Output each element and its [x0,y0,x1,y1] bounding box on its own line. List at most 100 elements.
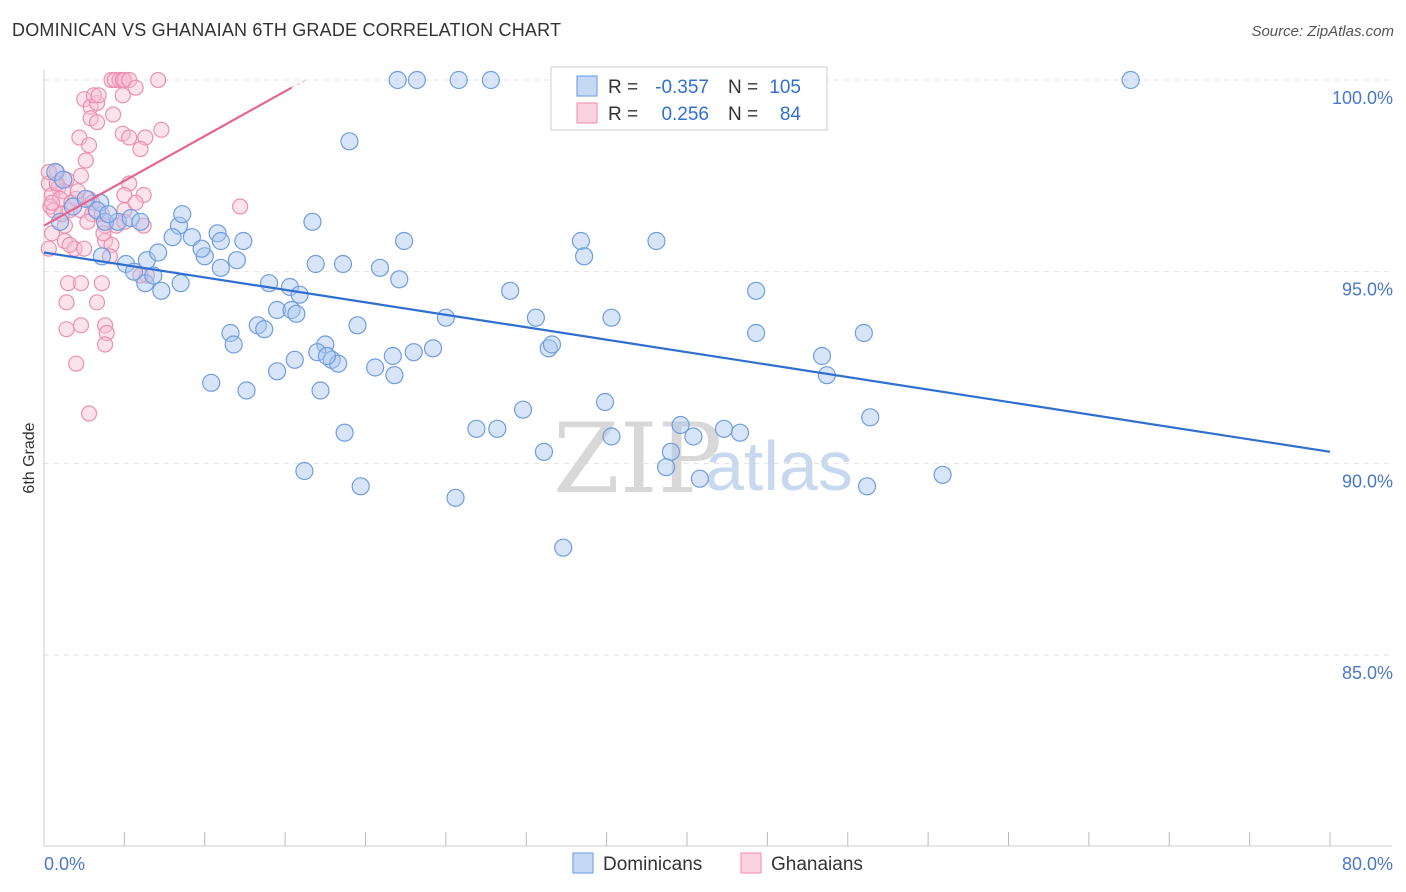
data-point-dominican [446,488,465,507]
series-legend-label-dominicans: Dominicans [603,854,702,875]
data-point-dominican [348,316,367,335]
data-point-ghanaian [72,317,90,334]
data-point-ghanaian [121,129,138,146]
data-point-dominican [812,346,832,366]
data-point-ghanaian [77,152,94,169]
data-point-dominican [730,423,750,442]
data-point-ghanaian [61,236,78,253]
data-point-ghanaian [88,294,106,311]
y-tick-label: 100.0% [1332,88,1393,108]
trendline-ghanaians [43,86,293,227]
data-point-ghanaian [90,87,107,104]
data-point-dominican [54,170,73,189]
data-point-ghanaian [135,217,152,234]
data-point-dominican [224,335,243,354]
data-point-dominican [267,362,287,381]
data-point-dominican [449,70,468,90]
data-point-ghanaian [40,163,57,181]
data-point-dominican [333,254,353,274]
data-point-dominican [394,231,414,251]
data-point-dominican [481,70,500,90]
data-point-ghanaian [96,336,114,353]
data-point-dominican [317,346,337,366]
data-point-dominican [747,281,766,300]
data-point-dominican [335,423,354,442]
legend-n-value-1: 105 [769,77,801,98]
data-point-dominican [657,458,676,477]
data-point-dominican [287,304,306,323]
data-point-dominican [306,254,325,274]
data-point-dominican [388,70,407,90]
data-point-ghanaian [150,71,167,89]
data-point-ghanaian [58,321,75,338]
legend-n-label-2: N = [728,104,758,125]
data-point-dominican [423,339,443,358]
data-point-ghanaian [85,87,102,104]
data-point-dominican [436,308,455,327]
data-point-ghanaian [88,114,106,131]
data-point-dominican [857,477,877,496]
data-point-dominican [163,228,182,247]
data-point-ghanaian [127,194,144,211]
data-point-dominican [131,212,150,231]
watermark: ZIP atlas [553,403,853,515]
data-point-dominican [854,323,873,343]
data-point-dominican [285,350,304,369]
series-legend: Dominicans Ghanaians [572,852,863,875]
data-point-dominican [595,392,615,412]
data-point-ghanaian [79,213,96,230]
series-legend-label-ghanaians: Ghanaians [771,854,863,875]
data-point-dominican [684,427,703,446]
data-point-dominican [602,308,621,327]
data-point-dominican [690,469,709,488]
y-tick-label: 85.0% [1342,663,1393,683]
data-point-ghanaian [127,79,144,96]
data-point-ghanaian [58,294,75,311]
legend-swatch-blue [576,75,598,97]
data-point-dominican [295,461,314,481]
trendlines [43,79,1331,453]
watermark-zip: ZIP [553,403,722,515]
y-tick-label: 90.0% [1342,471,1393,491]
data-point-dominican [602,427,621,446]
data-point-dominican [121,208,140,228]
data-point-dominican [501,281,520,300]
data-point-dominican [526,308,545,327]
data-point-dominican [575,247,594,266]
data-point-dominican [747,323,766,343]
data-point-dominican [385,366,404,385]
data-point-dominican [144,266,163,285]
data-point-dominican [221,323,240,343]
legend-n-label-1: N = [728,77,758,98]
data-point-dominican [513,400,533,419]
data-point-ghanaian [60,275,77,292]
data-point-ghanaian [76,240,93,257]
data-point-ghanaian [80,405,98,422]
legend-r-value-2: 0.256 [661,104,709,125]
data-point-dominican [173,205,192,224]
data-point-ghanaian [72,275,90,292]
data-point-dominican [1121,70,1140,90]
data-point-dominican [192,239,211,258]
data-point-dominican [366,358,385,377]
data-point-dominican [255,320,274,339]
data-point-ghanaian [80,137,98,154]
data-point-ghanaian [132,140,149,158]
data-point-dominican [467,419,486,438]
x-tick-label: 80.0% [1342,854,1393,874]
data-point-dominican [407,70,427,90]
y-axis-label: 6th Grade [21,422,38,493]
series-legend-swatch-ghanaians [740,852,762,874]
data-point-dominican [933,465,952,484]
data-point-ghanaian [72,167,90,184]
data-point-ghanaian [153,121,170,138]
legend-swatch-pink [576,102,598,124]
data-point-dominican [99,205,118,224]
source-credit: Source: ZipAtlas.com [1251,23,1394,40]
data-point-dominican [171,274,190,293]
data-point-dominican [351,477,370,496]
data-point-dominican [671,415,690,435]
data-point-ghanaian [232,198,249,215]
data-point-dominican [290,285,309,304]
